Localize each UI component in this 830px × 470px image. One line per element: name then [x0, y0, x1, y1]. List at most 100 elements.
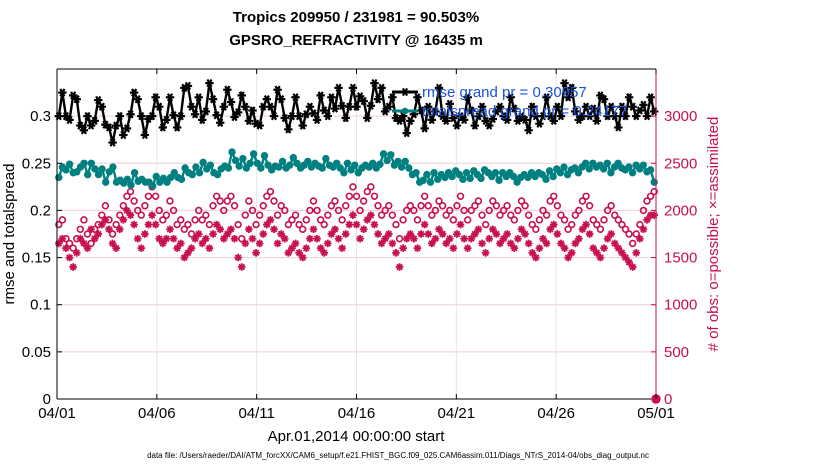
point-obs-possible [611, 211, 619, 219]
point-rmse [427, 115, 437, 125]
point-obs-possible [625, 230, 633, 238]
point-obs-possible [302, 216, 310, 224]
point-obs-assimilated [237, 263, 246, 271]
point-obs-possible [112, 220, 120, 229]
point-obs-assimilated [248, 234, 257, 243]
point-obs-assimilated [521, 230, 529, 238]
point-rmse [402, 128, 411, 138]
point-obs-assimilated [259, 230, 268, 238]
point-rmse [359, 96, 368, 106]
point-obs-possible [467, 206, 475, 215]
point-obs-assimilated [392, 249, 400, 257]
point-rmse [610, 111, 619, 121]
point-spread [430, 169, 438, 177]
point-obs-assimilated [58, 234, 67, 243]
point-spread [542, 175, 550, 184]
point-obs-possible [481, 220, 490, 229]
point-obs-assimilated [345, 220, 354, 229]
point-rmse [424, 102, 433, 111]
point-rmse [108, 138, 117, 147]
point-obs-possible [281, 206, 289, 215]
point-obs-possible [184, 220, 192, 229]
point-rmse [449, 113, 458, 123]
point-spread [639, 161, 648, 169]
point-spread [477, 174, 485, 183]
point-rmse [538, 111, 548, 121]
series-rmse [54, 78, 659, 147]
point-rmse [183, 81, 193, 91]
point-obs-possible [550, 192, 558, 200]
point-obs-assimilated [535, 244, 544, 252]
point-spread [148, 182, 157, 190]
point-obs-possible [385, 202, 393, 210]
point-rmse [327, 93, 336, 102]
point-obs-assimilated [166, 225, 174, 234]
point-obs-possible [517, 197, 526, 205]
point-obs-possible [270, 197, 278, 205]
point-rmse [499, 111, 508, 121]
plot-area [54, 78, 661, 404]
point-spread [419, 176, 427, 184]
point-obs-possible [313, 206, 321, 215]
point-obs-possible [607, 202, 615, 210]
point-obs-possible [255, 211, 264, 219]
point-spread [556, 169, 565, 177]
point-obs-assimilated [632, 249, 641, 257]
point-rmse [556, 111, 566, 121]
point-obs-possible [223, 197, 232, 205]
point-rmse [151, 93, 160, 102]
point-rmse [305, 102, 315, 111]
point-obs-assimilated [456, 220, 465, 229]
y-tick-label-right: 500 [664, 344, 689, 361]
point-obs-possible [557, 211, 565, 219]
point-rmse [226, 97, 236, 107]
point-rmse [276, 94, 286, 104]
point-rmse [646, 93, 655, 102]
y-tick-label-right: 2500 [664, 155, 697, 172]
point-obs-possible [205, 220, 214, 229]
point-rmse [79, 126, 89, 135]
point-rmse [137, 111, 146, 121]
point-obs-assimilated [148, 211, 156, 219]
point-obs-possible [356, 206, 364, 215]
point-spread [379, 150, 388, 158]
x-tick-label: 04/11 [238, 405, 274, 422]
point-obs-possible [585, 202, 594, 210]
point-obs-possible [55, 220, 63, 229]
point-obs-possible [169, 206, 178, 215]
point-obs-assimilated [424, 230, 433, 238]
legend-spread-label: totalspread grand pr = 0.24177 [422, 103, 628, 120]
point-obs-possible [266, 187, 275, 196]
point-obs-possible [87, 239, 95, 248]
point-rmse [470, 121, 480, 130]
point-spread [87, 159, 95, 167]
point-obs-possible [413, 216, 422, 224]
point-spread [260, 152, 269, 160]
point-obs-possible [277, 202, 285, 210]
point-obs-assimilated [133, 234, 142, 243]
point-obs-assimilated [460, 234, 468, 243]
point-obs-possible [528, 220, 536, 229]
point-obs-assimilated [388, 239, 397, 248]
point-obs-possible [374, 202, 382, 210]
point-obs-possible [76, 225, 85, 233]
point-obs-assimilated [478, 239, 486, 248]
point-spread [495, 176, 503, 184]
point-obs-possible [614, 216, 623, 224]
point-rmse [567, 83, 576, 93]
point-spread [383, 156, 391, 165]
point-rmse [111, 121, 121, 130]
point-spread [177, 175, 186, 184]
point-rmse [337, 101, 347, 110]
point-obs-assimilated [356, 234, 364, 243]
point-spread [350, 161, 359, 169]
point-obs-assimilated [176, 239, 185, 248]
point-rmse [589, 104, 598, 113]
point-obs-assimilated [209, 230, 217, 238]
point-obs-possible [471, 202, 479, 210]
point-spread [224, 164, 233, 172]
point-rmse [198, 115, 207, 125]
point-obs-possible [98, 211, 106, 219]
legend-rmse-star [400, 87, 410, 97]
point-obs-assimilated [420, 220, 429, 229]
